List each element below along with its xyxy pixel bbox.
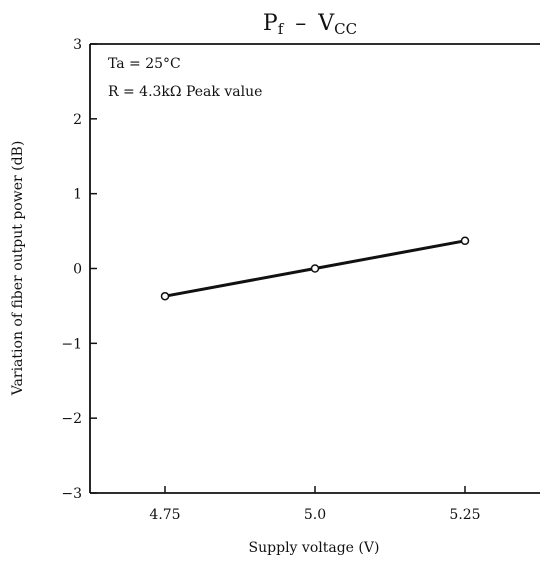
x-axis-label: Supply voltage (V) xyxy=(249,540,380,556)
title-dash: – xyxy=(295,11,306,36)
x-ticks: 4.75 5.0 5.25 xyxy=(149,486,481,523)
series-group xyxy=(160,236,470,301)
y-tick-label: −2 xyxy=(61,411,82,427)
y-ticks: 3 2 1 0 −1 −2 −3 xyxy=(61,37,97,502)
y-tick-label: −3 xyxy=(61,486,82,502)
title-v: V xyxy=(317,11,335,36)
x-tick-label: 4.75 xyxy=(149,507,180,523)
title-p-sub: f xyxy=(278,20,285,38)
annotation-resistance: R = 4.3kΩ Peak value xyxy=(108,84,262,100)
data-point xyxy=(310,264,320,273)
data-point xyxy=(460,236,470,246)
y-axis-label: Variation of fiber output power (dB) xyxy=(10,141,26,397)
annotation-temperature: Ta = 25°C xyxy=(108,56,181,72)
y-tick-label: 2 xyxy=(73,112,82,128)
data-point xyxy=(160,291,170,301)
title-v-sub: CC xyxy=(334,20,357,38)
y-tick-label: −1 xyxy=(61,336,82,352)
y-tick-label: 0 xyxy=(73,262,82,278)
x-tick-label: 5.0 xyxy=(304,507,326,523)
chart-title: Pf – VCC xyxy=(263,11,357,38)
title-p: P xyxy=(263,11,278,36)
y-tick-label: 3 xyxy=(73,37,82,53)
y-tick-label: 1 xyxy=(73,187,82,203)
x-tick-label: 5.25 xyxy=(449,507,480,523)
